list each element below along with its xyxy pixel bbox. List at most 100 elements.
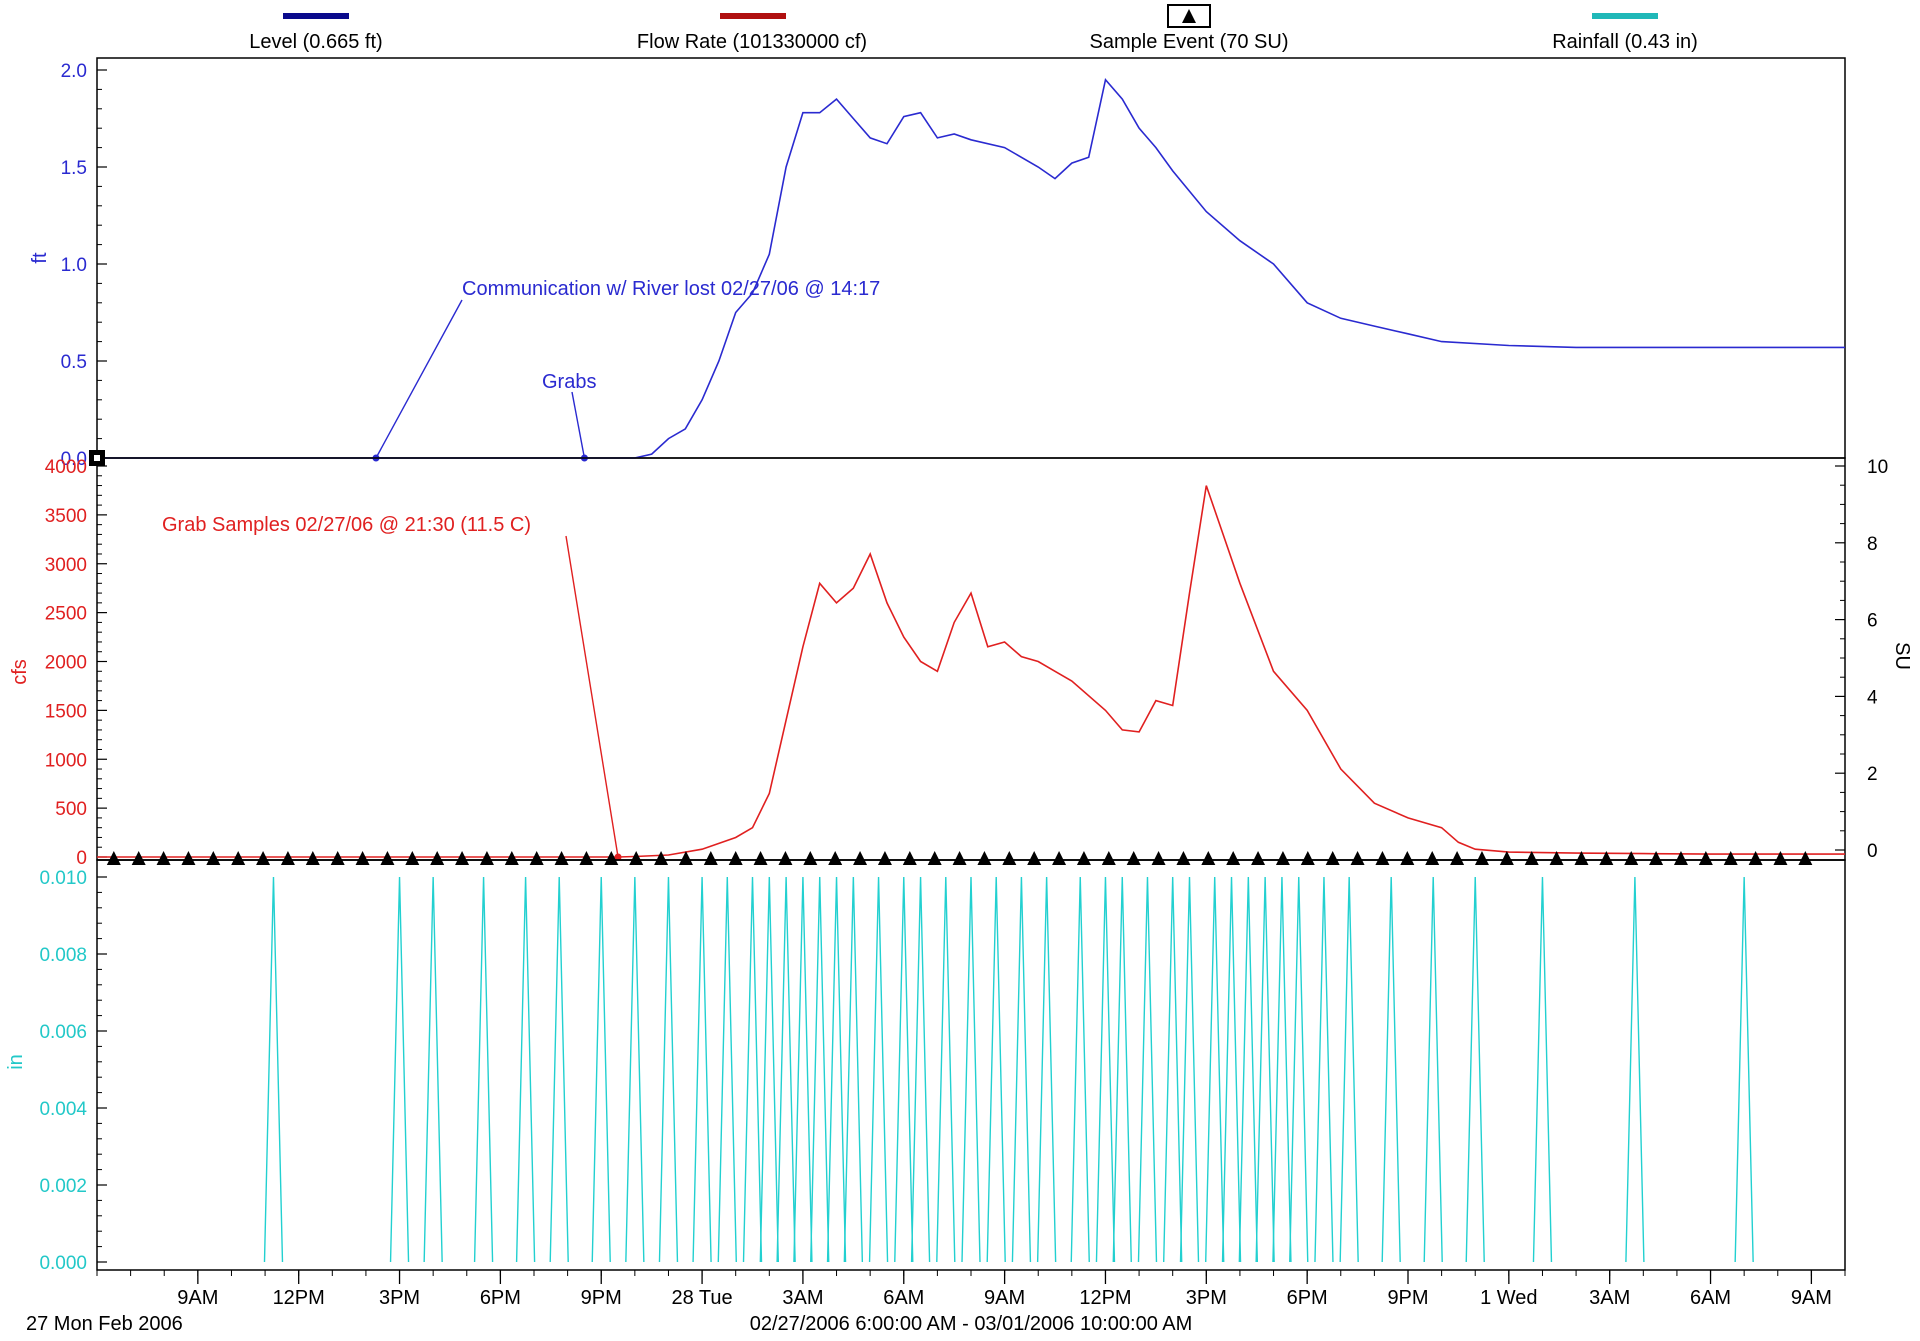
sample-event-marker <box>1400 851 1415 865</box>
legend-label-rainfall: Rainfall (0.43 in) <box>1552 31 1698 53</box>
rainfall-spike <box>692 876 712 1263</box>
legend-swatch-rainfall <box>1592 13 1658 19</box>
rainfall-spike <box>826 876 847 1263</box>
rainfall-y-axis: 0.000 0.002 0.004 0.006 0.008 0.010 <box>39 868 107 1274</box>
x-axis: 9AM 12PM 3PM 6PM 9PM 28 Tue 3AM 6AM 9AM 12PM 3PM 6P… <box>96 1270 1846 1309</box>
rainfall-spike <box>549 876 569 1263</box>
annotation-leader <box>571 391 586 459</box>
sample-event-marker <box>778 851 793 865</box>
sample-event-marker <box>977 851 992 865</box>
sample-event-marker <box>604 851 619 865</box>
sample-event-marker <box>1176 851 1191 865</box>
rainfall-spike <box>961 876 981 1263</box>
sample-event-marker <box>106 851 121 865</box>
sample-event-marker <box>1549 851 1564 865</box>
rainfall-spike <box>1205 876 1225 1263</box>
x-tick-label: 12PM <box>1079 1287 1131 1309</box>
rainfall-spike <box>759 876 780 1263</box>
panel-rainfall: in 0.000 0.002 0.004 0.006 0.008 0.010 <box>5 859 1846 1274</box>
y-tick-label: 10 <box>1867 457 1888 478</box>
y-tick-label: 0.002 <box>39 1176 87 1197</box>
sample-event-marker <box>877 851 892 865</box>
sample-event-marker <box>1723 851 1738 865</box>
sample-event-marker <box>1275 851 1290 865</box>
rainfall-spike <box>1465 876 1485 1263</box>
sample-event-marker <box>1574 851 1589 865</box>
rainfall-spike <box>1339 876 1359 1263</box>
rainfall-spike <box>1734 876 1754 1263</box>
sample-event-marker <box>131 851 146 865</box>
rainfall-spike <box>1112 876 1132 1263</box>
footer-date-range: 02/27/2006 6:00:00 AM - 03/01/2006 10:00… <box>750 1313 1193 1335</box>
sample-event-marker <box>504 851 519 865</box>
x-tick-label: 3PM <box>379 1287 420 1309</box>
sample-event-marker <box>828 851 843 865</box>
sample-event-marker <box>1649 851 1664 865</box>
sample-event-marker <box>803 851 818 865</box>
rainfall-spike <box>1221 876 1242 1263</box>
rainfall-spike <box>1289 876 1309 1263</box>
rainfall-spike <box>1255 876 1275 1263</box>
sample-event-marker <box>206 851 221 865</box>
legend-item-rainfall[interactable]: Rainfall (0.43 in) <box>1552 13 1698 53</box>
annotation-leader <box>375 299 463 459</box>
flow-series: Grab Samples 02/27/06 @ 21:30 (11.5 C) <box>97 485 1845 861</box>
rainfall-spike <box>936 876 956 1263</box>
sample-event-marker <box>678 851 693 865</box>
level-annotation: Grabs <box>542 371 596 393</box>
sample-event-marker <box>1101 851 1116 865</box>
sample-event-marker <box>479 851 494 865</box>
y-tick-label: 1.5 <box>61 158 87 179</box>
flow-y-axis: 0 500 1000 1500 2000 2500 3000 3500 4000 <box>45 457 107 869</box>
legend-item-level[interactable]: Level (0.665 ft) <box>249 13 383 53</box>
y-tick-label: 4 <box>1867 687 1878 708</box>
sample-event-marker <box>654 851 669 865</box>
sample-event-marker <box>1425 851 1440 865</box>
x-tick-label: 3AM <box>782 1287 823 1309</box>
level-line <box>97 77 1845 459</box>
sample-event-marker <box>1450 851 1465 865</box>
rainfall-spike <box>843 876 864 1263</box>
rainfall-spike <box>894 876 914 1263</box>
x-tick-label: 28 Tue <box>671 1287 732 1309</box>
flow-annotation: Grab Samples 02/27/06 @ 21:30 (11.5 C) <box>162 514 531 536</box>
legend-item-flow-rate[interactable]: Flow Rate (101330000 cf) <box>637 13 867 53</box>
legend-item-sample-event[interactable]: Sample Event (70 SU) <box>1090 4 1289 53</box>
x-tick-label: 6PM <box>480 1287 521 1309</box>
y-tick-label: 2500 <box>45 604 87 625</box>
sample-event-marker <box>1126 851 1141 865</box>
y-tick-label: 0.004 <box>39 1099 87 1120</box>
sample-event-marker <box>305 851 320 865</box>
legend: Level (0.665 ft) Flow Rate (101330000 cf… <box>249 4 1698 53</box>
legend-label-sample-event: Sample Event (70 SU) <box>1090 31 1289 53</box>
level-y-axis: 0.0 0.5 1.0 1.5 2.0 <box>61 61 107 470</box>
x-tick-label: 9AM <box>177 1287 218 1309</box>
y-tick-label: 3000 <box>45 555 87 576</box>
x-tick-label: 9AM <box>984 1287 1025 1309</box>
x-tick-label: 9AM <box>1791 1287 1832 1309</box>
y-tick-label: 4000 <box>45 457 87 478</box>
x-tick-label: 6PM <box>1287 1287 1328 1309</box>
y-tick-label: 1.0 <box>61 255 87 276</box>
sample-event-marker <box>156 851 171 865</box>
footer-start-date: 27 Mon Feb 2006 <box>26 1313 183 1335</box>
sample-event-marker <box>430 851 445 865</box>
rainfall-spike <box>1137 876 1158 1263</box>
triangle-icon <box>1182 9 1196 23</box>
sample-event-marker <box>1624 851 1639 865</box>
y-tick-label: 0.5 <box>61 352 87 373</box>
sample-event-marker <box>1325 851 1340 865</box>
sample-event-marker <box>629 851 644 865</box>
sample-event-marker <box>927 851 942 865</box>
sample-event-marker <box>728 851 743 865</box>
rainfall-series <box>263 876 1754 1263</box>
sample-event-marker <box>181 851 196 865</box>
sample-event-marker <box>1076 851 1091 865</box>
rainfall-spike <box>1625 876 1645 1263</box>
rainfall-spike <box>793 876 813 1263</box>
level-annotation: Communication w/ River lost 02/27/06 @ 1… <box>462 278 880 300</box>
sample-event-marker <box>753 851 768 865</box>
sample-event-marker <box>256 851 271 865</box>
y-tick-label: 8 <box>1867 534 1878 555</box>
